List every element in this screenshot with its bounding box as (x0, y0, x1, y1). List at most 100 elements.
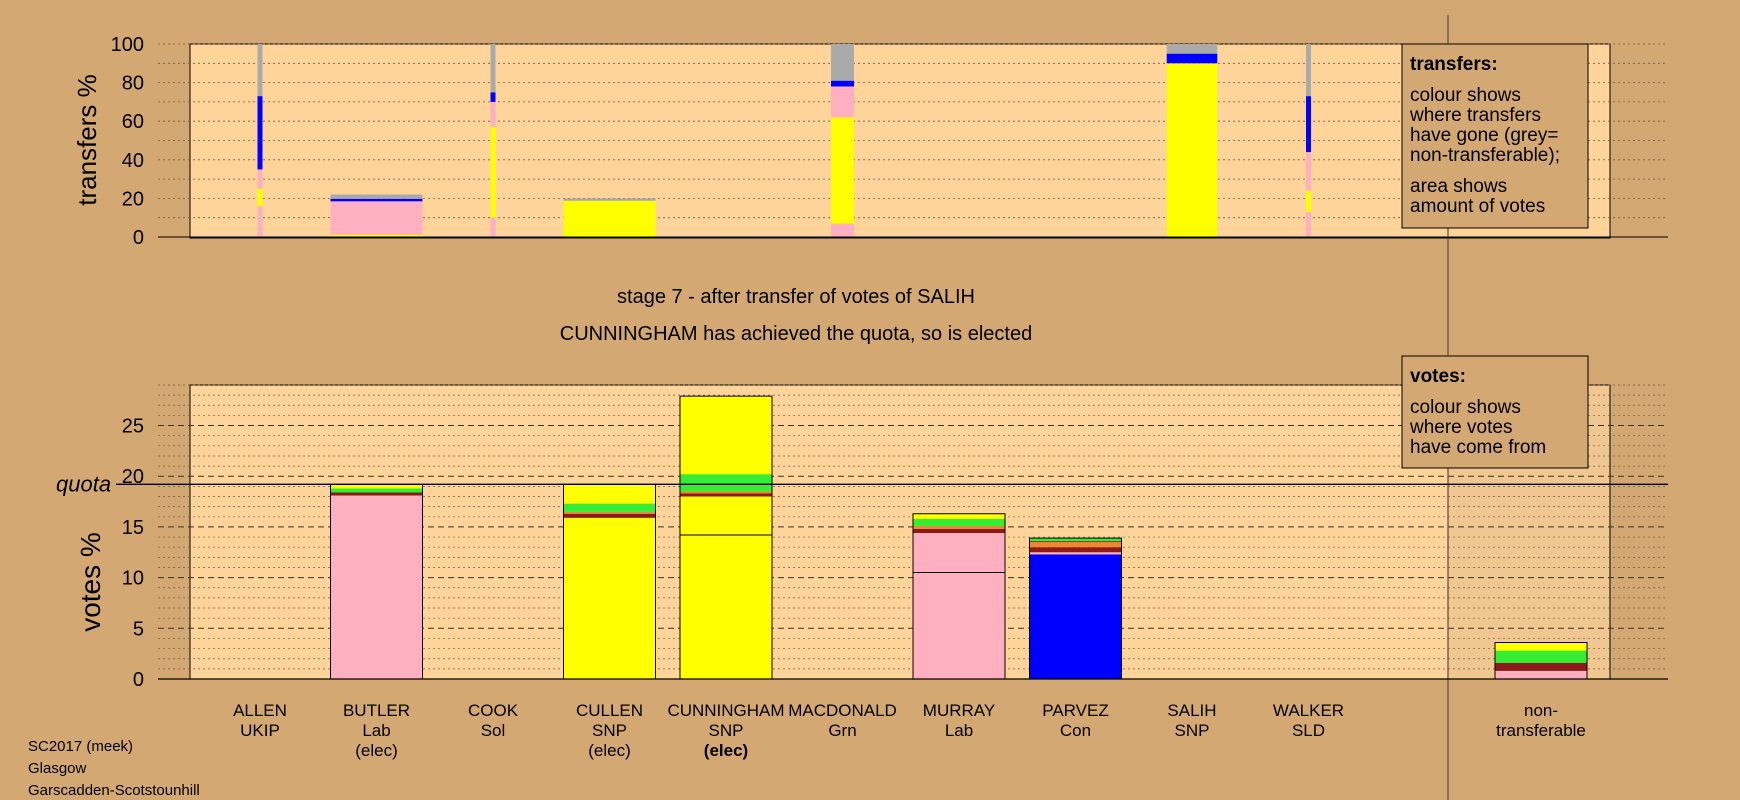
transfer-segment (490, 101, 496, 127)
transfers-legend: transfers: colour shows where transfers … (1401, 43, 1589, 229)
candidate-label-line: CULLEN (576, 701, 643, 720)
vote-segment (1029, 547, 1122, 553)
candidate-label-line: CUNNINGHAM (667, 701, 784, 720)
transfer-segment (490, 126, 496, 218)
bars-layer (257, 44, 1588, 680)
votes-legend-box (1401, 355, 1589, 469)
transfer-segment (1306, 96, 1311, 153)
vote-segment (563, 503, 656, 512)
transfer-segment (490, 44, 496, 93)
candidate-label-line: Lab (945, 721, 973, 740)
candidate-label-line: non- (1524, 701, 1558, 720)
transfer-segment (563, 198, 656, 201)
vote-segment (330, 484, 423, 489)
transfer-segment (330, 234, 423, 237)
transfer-segment (1166, 44, 1218, 54)
candidate-label-line: (elec) (704, 741, 748, 760)
transfer-segment (490, 92, 496, 102)
vote-segment (680, 474, 772, 492)
votes-legend-title: votes: (1410, 366, 1466, 387)
quota-label: quota (56, 471, 111, 496)
transfers-tick-label: 0 (133, 227, 144, 249)
votes-tick-label: 5 (133, 618, 144, 640)
transfers-tick-label: 100 (111, 34, 144, 56)
votes-legend: votes: colour shows where votes have com… (1401, 355, 1589, 469)
vote-segment (1029, 542, 1122, 548)
transfer-segment (563, 200, 656, 237)
transfer-segment (330, 194, 423, 199)
vote-segment (563, 517, 656, 679)
candidate-label-line: (elec) (355, 741, 398, 760)
transfer-segment (257, 169, 263, 189)
transfers-legend-line: colour shows (1410, 85, 1521, 106)
vote-segment (563, 484, 656, 504)
transfers-legend-line: where transfers (1409, 105, 1541, 126)
transfers-legend-line: have gone (grey= (1410, 125, 1558, 146)
candidate-label-line: UKIP (240, 721, 280, 740)
vote-segment (1495, 642, 1587, 651)
candidate-label-line: ALLEN (233, 701, 287, 720)
vote-segment (1495, 650, 1587, 663)
candidate-label-line: SNP (709, 721, 744, 740)
candidate-label-line: COOK (468, 701, 519, 720)
transfers-tick-label: 20 (122, 188, 144, 210)
vote-segment (330, 492, 423, 496)
candidate-label-line: transferable (1496, 721, 1586, 740)
candidate-label-line: WALKER (1273, 701, 1344, 720)
transfer-segment (330, 198, 423, 202)
vote-segment (913, 525, 1005, 529)
candidate-label-line: (elec) (588, 741, 631, 760)
axes-layer: 0 20 40 60 80 100 0 5 10 15 20 25 (111, 34, 1668, 691)
candidate-label-line: MACDONALD (788, 701, 897, 720)
votes-tick-label: 10 (122, 568, 144, 590)
candidate-label-line: Grn (828, 721, 856, 740)
transfers-tick-label: 40 (122, 150, 144, 172)
transfer-segment (1166, 53, 1218, 64)
vote-segment (1029, 552, 1122, 555)
vote-segment (330, 495, 423, 679)
votes-legend-line: have come from (1410, 437, 1546, 458)
vote-segment (1495, 670, 1587, 679)
vote-segment (913, 513, 1005, 519)
candidate-label-line: Con (1060, 721, 1091, 740)
transfers-legend-title: transfers: (1410, 54, 1498, 75)
candidate-label-line: Lab (362, 721, 390, 740)
vote-segment (1029, 554, 1122, 679)
transfers-tick-label: 80 (122, 73, 144, 95)
votes-tick-label: 15 (122, 517, 144, 539)
transfers-plot-area (189, 43, 1611, 239)
transfers-legend-line: amount of votes (1410, 196, 1545, 217)
candidate-label-line: Sol (481, 721, 506, 740)
transfer-segment (330, 201, 423, 235)
vote-segment (330, 488, 423, 493)
candidate-labels: ALLENUKIPBUTLERLab(elec)COOKSolCULLENSNP… (233, 701, 1586, 760)
vote-segment (1029, 538, 1122, 542)
stage-subtitle: CUNNINGHAM has achieved the quota, so is… (560, 323, 1032, 345)
transfer-segment (1306, 211, 1311, 237)
transfer-segment (490, 217, 496, 237)
vote-segment (913, 518, 1005, 526)
transfers-axis-title: transfers % (72, 74, 102, 206)
vote-segment (680, 496, 772, 679)
candidate-label-line: SNP (592, 721, 627, 740)
footer-ward: Garscadden-Scotstounhill (28, 782, 200, 799)
votes-plot-area (189, 384, 1611, 680)
votes-tick-label: 0 (133, 669, 144, 691)
transfer-segment (831, 80, 854, 87)
footer-election: SC2017 (meek) (28, 738, 133, 755)
transfer-segment (831, 223, 854, 237)
votes-tick-label: 25 (122, 416, 144, 438)
vote-segment (1495, 662, 1587, 671)
transfers-legend-line: area shows (1410, 176, 1507, 197)
transfer-segment (1306, 152, 1311, 191)
candidate-label-line: SNP (1175, 721, 1210, 740)
candidate-label-line: SALIH (1167, 701, 1216, 720)
candidate-label-line: BUTLER (343, 701, 410, 720)
transfer-segment (257, 96, 263, 170)
transfers-legend-box (1401, 43, 1589, 229)
candidate-label-line: SLD (1292, 721, 1325, 740)
transfer-segment (1306, 44, 1311, 97)
vote-segment (563, 513, 656, 518)
stage-title: stage 7 - after transfer of votes of SAL… (617, 286, 975, 308)
